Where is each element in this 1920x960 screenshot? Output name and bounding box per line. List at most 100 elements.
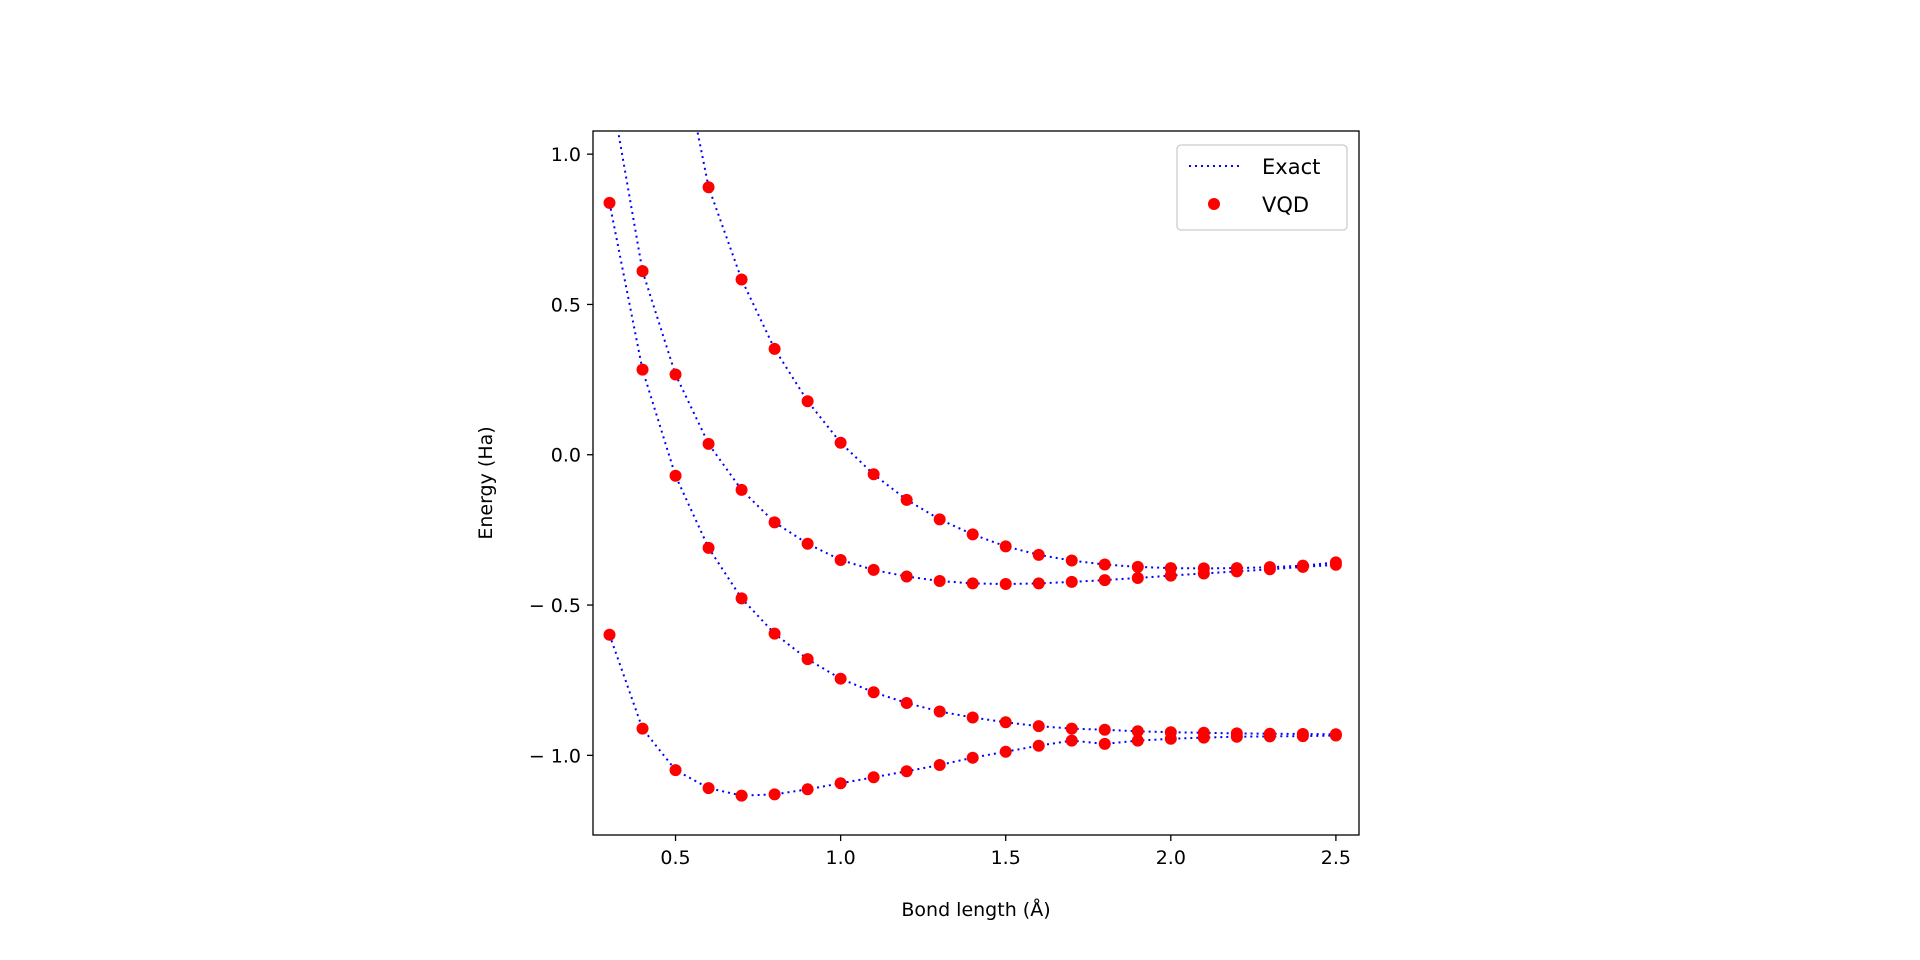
vqd-point xyxy=(1098,737,1111,750)
vqd-point xyxy=(669,764,682,777)
y-axis-label: Energy (Ha) xyxy=(475,426,497,539)
vqd-point xyxy=(768,516,781,529)
vqd-point xyxy=(1329,556,1342,569)
vqd-point xyxy=(1164,726,1177,739)
vqd-point xyxy=(636,722,649,735)
vqd-point xyxy=(702,541,715,554)
vqd-point xyxy=(669,469,682,482)
vqd-point xyxy=(1296,727,1309,740)
vqd-point xyxy=(1032,577,1045,590)
vqd-point xyxy=(1197,726,1210,739)
vqd-point xyxy=(1098,558,1111,571)
vqd-point xyxy=(801,537,814,550)
vqd-point xyxy=(867,771,880,784)
vqd-point xyxy=(1197,562,1210,575)
vqd-point xyxy=(999,716,1012,729)
vqd-point xyxy=(900,697,913,710)
vqd-point xyxy=(702,437,715,450)
y-axis: 1.0 0.5 0.0 − 0.5 − 1.0 xyxy=(529,144,593,767)
x-tick-label: 2.0 xyxy=(1156,847,1186,869)
vqd-point xyxy=(1065,734,1078,747)
vqd-point xyxy=(1065,554,1078,567)
vqd-point xyxy=(1065,575,1078,588)
vqd-point xyxy=(834,777,847,790)
y-tick-label: 0.0 xyxy=(551,445,581,467)
vqd-point xyxy=(933,513,946,526)
x-axis: 0.5 1.0 1.5 2.0 2.5 xyxy=(660,835,1351,869)
vqd-point xyxy=(900,493,913,506)
y-tick-label: 0.5 xyxy=(551,294,581,316)
vqd-point xyxy=(900,570,913,583)
vqd-point xyxy=(834,436,847,449)
vqd-point xyxy=(834,672,847,685)
vqd-point xyxy=(669,368,682,381)
vqd-point xyxy=(1032,548,1045,561)
vqd-point xyxy=(999,745,1012,758)
vqd-point xyxy=(702,782,715,795)
vqd-point xyxy=(999,578,1012,591)
vqd-point xyxy=(1263,727,1276,740)
vqd-point xyxy=(1131,734,1144,747)
exact-line-0 xyxy=(608,634,1336,797)
vqd-point xyxy=(867,686,880,699)
x-tick-label: 0.5 xyxy=(660,847,690,869)
x-tick-label: 1.5 xyxy=(991,847,1021,869)
vqd-point xyxy=(834,553,847,566)
vqd-point xyxy=(1164,562,1177,575)
exact-line-3 xyxy=(696,131,1336,570)
vqd-point xyxy=(735,273,748,286)
vqd-point xyxy=(768,788,781,801)
vqd-point xyxy=(636,265,649,278)
vqd-point xyxy=(933,574,946,587)
y-tick-label: − 0.5 xyxy=(529,595,581,617)
vqd-point xyxy=(702,181,715,194)
vqd-point xyxy=(801,395,814,408)
legend: Exact VQD xyxy=(1176,144,1348,231)
y-tick-label: − 1.0 xyxy=(529,745,581,767)
vqd-point xyxy=(735,789,748,802)
vqd-point xyxy=(1230,562,1243,575)
exact-line-1 xyxy=(608,202,1336,736)
vqd-point xyxy=(1131,571,1144,584)
x-tick-label: 1.0 xyxy=(826,847,856,869)
vqd-point xyxy=(1098,723,1111,736)
x-axis-label: Bond length (Å) xyxy=(901,898,1050,921)
vqd-point xyxy=(1263,561,1276,574)
legend-vqd-swatch xyxy=(1208,198,1220,210)
vqd-point xyxy=(1230,727,1243,740)
plot-area xyxy=(603,131,1342,802)
vqd-point xyxy=(636,363,649,376)
vqd-point xyxy=(1296,559,1309,572)
vqd-point xyxy=(867,468,880,481)
vqd-point xyxy=(867,563,880,576)
vqd-point xyxy=(1131,560,1144,573)
vqd-point xyxy=(1065,722,1078,735)
vqd-point xyxy=(735,483,748,496)
y-tick-label: 1.0 xyxy=(551,144,581,166)
vqd-point xyxy=(966,751,979,764)
vqd-point xyxy=(1032,739,1045,752)
vqd-point xyxy=(735,592,748,605)
vqd-point xyxy=(966,577,979,590)
vqd-point xyxy=(933,758,946,771)
vqd-point xyxy=(768,627,781,640)
vqd-point xyxy=(1032,720,1045,733)
vqd-point xyxy=(966,528,979,541)
vqd-point xyxy=(1131,725,1144,738)
vqd-point xyxy=(768,342,781,355)
vqd-point xyxy=(801,783,814,796)
vqd-point xyxy=(1329,728,1342,741)
legend-vqd-label: VQD xyxy=(1262,193,1309,217)
vqd-point xyxy=(966,711,979,724)
vqd-point xyxy=(900,765,913,778)
vqd-point xyxy=(933,705,946,718)
vqd-point xyxy=(603,196,616,209)
vqd-point xyxy=(603,628,616,641)
legend-exact-label: Exact xyxy=(1262,155,1320,179)
axes-frame xyxy=(592,130,1360,836)
vqd-point xyxy=(999,540,1012,553)
vqd-point xyxy=(1098,574,1111,587)
vqd-point xyxy=(801,653,814,666)
x-tick-label: 2.5 xyxy=(1321,847,1351,869)
